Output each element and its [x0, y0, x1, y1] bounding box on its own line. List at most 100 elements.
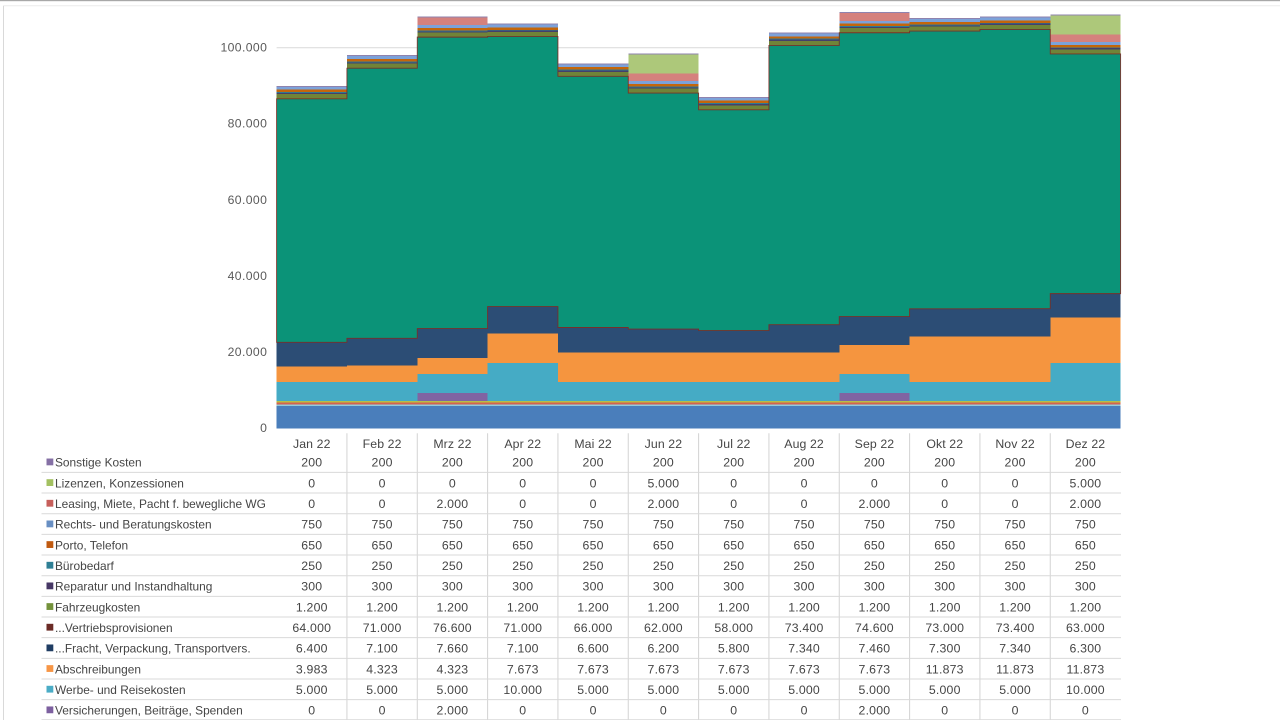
svg-text:100.000: 100.000: [220, 41, 267, 55]
svg-text:73.400: 73.400: [785, 621, 824, 635]
svg-text:Bürobedarf: Bürobedarf: [55, 559, 115, 573]
svg-text:76.600: 76.600: [433, 621, 472, 635]
svg-text:300: 300: [864, 580, 885, 594]
svg-text:200: 200: [301, 456, 322, 470]
svg-text:0: 0: [519, 476, 526, 490]
svg-text:5.000: 5.000: [296, 683, 328, 697]
svg-text:5.800: 5.800: [718, 642, 750, 656]
svg-text:Sep 22: Sep 22: [855, 437, 895, 451]
svg-text:250: 250: [372, 559, 393, 573]
svg-text:200: 200: [864, 456, 885, 470]
svg-text:6.400: 6.400: [296, 642, 328, 656]
svg-text:Reparatur und Instandhaltung: Reparatur und Instandhaltung: [55, 580, 212, 594]
svg-text:250: 250: [864, 559, 885, 573]
svg-text:200: 200: [583, 456, 604, 470]
svg-text:Apr 22: Apr 22: [504, 437, 541, 451]
svg-text:6.300: 6.300: [1070, 642, 1102, 656]
svg-text:650: 650: [1075, 538, 1096, 552]
svg-text:2.000: 2.000: [648, 497, 680, 511]
svg-text:300: 300: [442, 580, 463, 594]
svg-text:62.000: 62.000: [644, 621, 683, 635]
svg-text:200: 200: [794, 456, 815, 470]
svg-text:0: 0: [519, 497, 526, 511]
svg-text:2.000: 2.000: [437, 497, 469, 511]
svg-text:7.673: 7.673: [859, 662, 891, 676]
svg-text:7.673: 7.673: [718, 662, 750, 676]
svg-text:300: 300: [512, 580, 533, 594]
svg-text:Versicherungen, Beiträge, Spen: Versicherungen, Beiträge, Spenden: [55, 704, 243, 718]
svg-text:0: 0: [308, 704, 315, 718]
svg-text:750: 750: [442, 518, 463, 532]
svg-text:0: 0: [660, 704, 667, 718]
svg-text:1.200: 1.200: [718, 600, 750, 614]
svg-text:250: 250: [794, 559, 815, 573]
svg-text:74.600: 74.600: [855, 621, 894, 635]
svg-text:60.000: 60.000: [228, 193, 268, 207]
svg-text:20.000: 20.000: [228, 345, 268, 359]
svg-text:5.000: 5.000: [859, 683, 891, 697]
svg-text:Porto, Telefon: Porto, Telefon: [55, 538, 128, 552]
svg-text:650: 650: [653, 538, 674, 552]
svg-text:650: 650: [512, 538, 533, 552]
svg-text:0: 0: [379, 476, 386, 490]
svg-text:0: 0: [1082, 704, 1089, 718]
svg-text:0: 0: [590, 497, 597, 511]
svg-text:Dez 22: Dez 22: [1066, 437, 1106, 451]
svg-text:250: 250: [442, 559, 463, 573]
svg-text:5.000: 5.000: [437, 683, 469, 697]
svg-text:Fahrzeugkosten: Fahrzeugkosten: [55, 600, 140, 614]
svg-text:5.000: 5.000: [788, 683, 820, 697]
svg-text:0: 0: [730, 476, 737, 490]
svg-text:Nov 22: Nov 22: [995, 437, 1035, 451]
svg-text:300: 300: [301, 580, 322, 594]
svg-text:650: 650: [301, 538, 322, 552]
svg-text:11.873: 11.873: [926, 662, 964, 676]
svg-text:1.200: 1.200: [366, 600, 398, 614]
svg-text:1.200: 1.200: [999, 600, 1031, 614]
svg-text:250: 250: [1075, 559, 1096, 573]
svg-text:0: 0: [379, 497, 386, 511]
svg-text:4.323: 4.323: [366, 662, 398, 676]
svg-text:Rechts- und Beratungskosten: Rechts- und Beratungskosten: [55, 518, 212, 532]
svg-text:5.000: 5.000: [1070, 476, 1102, 490]
svg-text:0: 0: [801, 497, 808, 511]
svg-text:7.100: 7.100: [366, 642, 398, 656]
svg-text:7.660: 7.660: [437, 642, 469, 656]
svg-text:11.873: 11.873: [996, 662, 1034, 676]
svg-text:73.000: 73.000: [925, 621, 964, 635]
svg-text:200: 200: [723, 456, 744, 470]
svg-text:1.200: 1.200: [507, 600, 539, 614]
svg-text:0: 0: [260, 421, 267, 435]
svg-text:0: 0: [590, 704, 597, 718]
svg-text:750: 750: [512, 518, 533, 532]
svg-text:750: 750: [653, 518, 674, 532]
svg-text:Jun 22: Jun 22: [645, 437, 683, 451]
svg-text:Abschreibungen: Abschreibungen: [55, 662, 141, 676]
svg-text:5.000: 5.000: [718, 683, 750, 697]
svg-text:250: 250: [653, 559, 674, 573]
svg-text:6.200: 6.200: [648, 642, 680, 656]
svg-text:200: 200: [934, 456, 955, 470]
svg-text:Mrz 22: Mrz 22: [433, 437, 471, 451]
svg-text:650: 650: [723, 538, 744, 552]
svg-text:0: 0: [801, 476, 808, 490]
svg-text:0: 0: [308, 497, 315, 511]
svg-text:10.000: 10.000: [503, 683, 542, 697]
svg-text:0: 0: [1012, 704, 1019, 718]
svg-text:Leasing, Miete, Pacht f. beweg: Leasing, Miete, Pacht f. bewegliche WG: [55, 497, 266, 511]
svg-text:0: 0: [449, 476, 456, 490]
svg-text:750: 750: [723, 518, 744, 532]
svg-text:300: 300: [1075, 580, 1096, 594]
svg-text:0: 0: [308, 476, 315, 490]
svg-text:7.340: 7.340: [999, 642, 1031, 656]
svg-text:Sonstige Kosten: Sonstige Kosten: [55, 456, 142, 470]
svg-text:0: 0: [519, 704, 526, 718]
svg-text:Okt 22: Okt 22: [926, 437, 963, 451]
svg-text:0: 0: [801, 704, 808, 718]
svg-text:7.673: 7.673: [648, 662, 680, 676]
svg-text:300: 300: [653, 580, 674, 594]
svg-text:750: 750: [372, 518, 393, 532]
svg-text:200: 200: [1005, 456, 1026, 470]
svg-text:650: 650: [864, 538, 885, 552]
svg-text:2.000: 2.000: [859, 497, 891, 511]
